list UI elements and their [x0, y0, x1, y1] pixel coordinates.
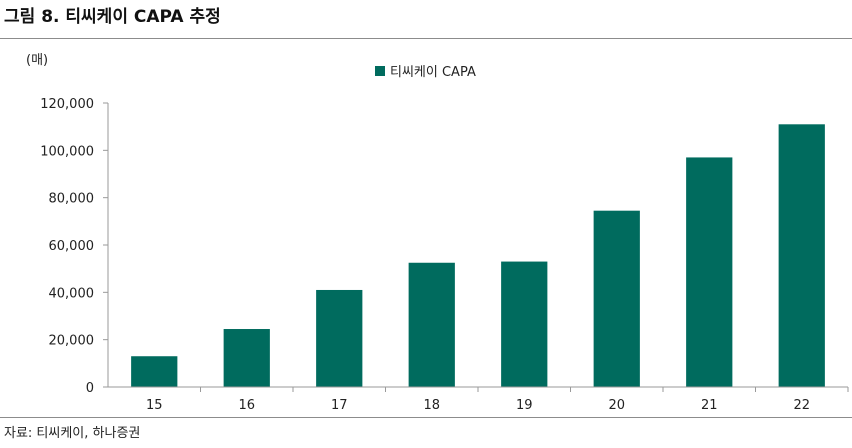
y-axis-ticks: 0 20,000 40,000 60,000 80,000 100,000 120,000 [40, 97, 108, 396]
x-tick-label: 19 [516, 398, 533, 413]
y-tick-label: 80,000 [49, 192, 95, 207]
x-tick-label: 22 [793, 398, 810, 413]
bar-17 [316, 289, 363, 387]
x-tick-label: 16 [238, 398, 255, 413]
source-note: 자료: 티씨케이, 하나증권 [4, 426, 141, 441]
y-tick-label: 120,000 [40, 97, 94, 112]
x-tick-label: 17 [331, 398, 348, 413]
legend-swatch [375, 66, 385, 76]
bar-18 [408, 262, 455, 387]
bars [131, 124, 825, 388]
bar-21 [686, 157, 733, 387]
x-tick-label: 20 [608, 398, 625, 413]
y-tick-label: 60,000 [49, 239, 95, 254]
x-tick-label: 15 [146, 398, 163, 413]
title-divider [0, 38, 852, 39]
bar-20 [593, 210, 640, 387]
x-tick-label: 21 [701, 398, 718, 413]
figure-title: 그림 8. 티씨케이 CAPA 추정 [4, 7, 221, 27]
y-tick-label: 40,000 [49, 286, 95, 301]
bar-19 [501, 261, 548, 387]
y-tick-label: 20,000 [49, 334, 95, 349]
y-axis-unit-label: (매) [26, 53, 48, 68]
chart-legend: 티씨케이 CAPA [375, 65, 476, 80]
y-tick-label: 100,000 [40, 144, 94, 159]
footer-divider [0, 417, 852, 418]
legend-label: 티씨케이 CAPA [390, 65, 476, 80]
x-axis-ticks: 15 16 17 18 19 20 21 22 [146, 387, 849, 413]
bar-15 [131, 356, 178, 387]
bar-22 [778, 124, 825, 388]
bar-chart: (매) 티씨케이 CAPA 0 20,000 40,000 60,000 80,000 1… [26, 53, 849, 413]
bar-16 [223, 329, 270, 387]
x-tick-label: 18 [423, 398, 440, 413]
y-tick-label: 0 [86, 381, 94, 396]
